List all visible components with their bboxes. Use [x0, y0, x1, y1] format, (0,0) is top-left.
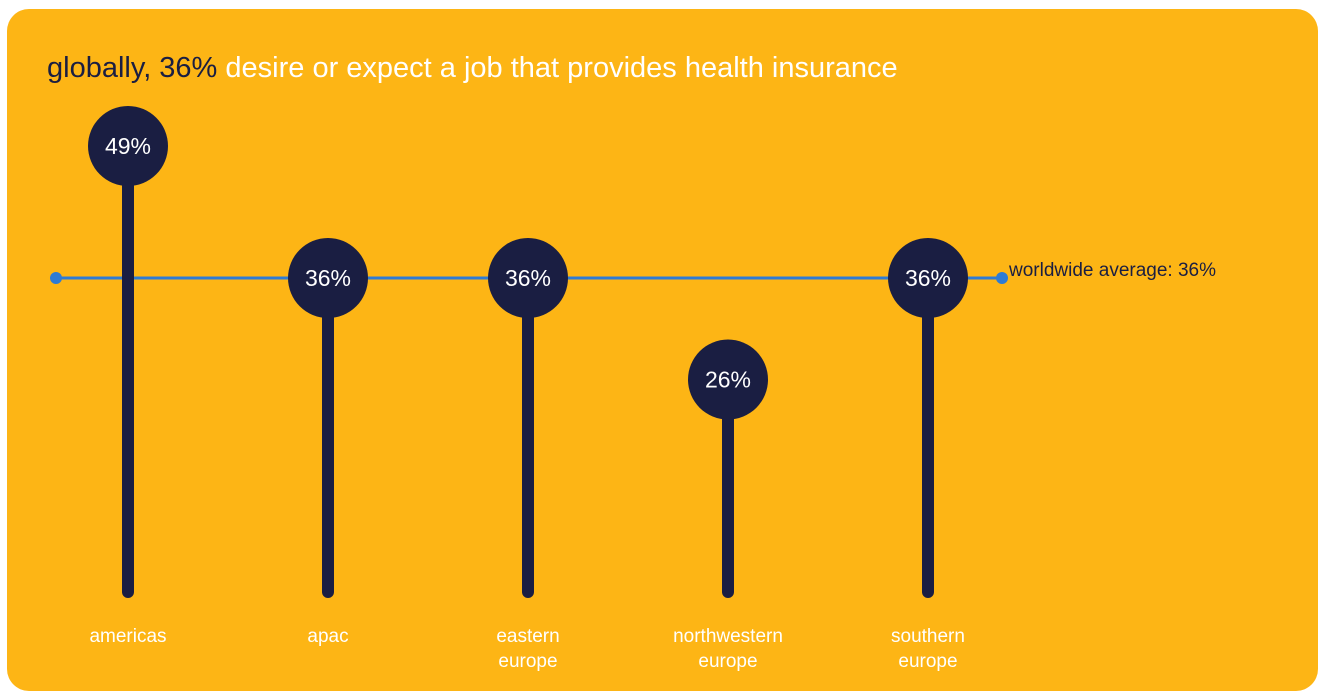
average-line-label: worldwide average: 36%	[1009, 260, 1217, 281]
category-label: southern europe	[891, 626, 965, 672]
lollipop-head	[88, 106, 168, 186]
title-highlight: globally, 36%	[47, 52, 218, 84]
title-rest: desire or expect a job that provides hea…	[217, 52, 898, 84]
category-label: eastern europe	[496, 626, 560, 672]
value-label: 36%	[905, 265, 951, 291]
lollipop-head	[288, 238, 368, 318]
lollipop-head	[688, 339, 768, 420]
lollipop-head	[888, 238, 968, 318]
category-label: americas	[89, 626, 167, 647]
value-label: 49%	[105, 133, 151, 159]
value-label: 36%	[505, 265, 551, 291]
category-label: apac	[307, 626, 349, 647]
lollipop-head	[488, 238, 568, 318]
chart-card: globally, 36% desire or expect a job tha…	[7, 9, 1318, 691]
value-label: 26%	[705, 367, 751, 393]
category-label: northwestern europe	[673, 626, 783, 672]
average-line-start-dot	[50, 272, 62, 284]
value-label: 36%	[305, 265, 351, 291]
average-line-end-dot	[996, 272, 1008, 284]
chart-title: globally, 36% desire or expect a job tha…	[47, 51, 898, 85]
